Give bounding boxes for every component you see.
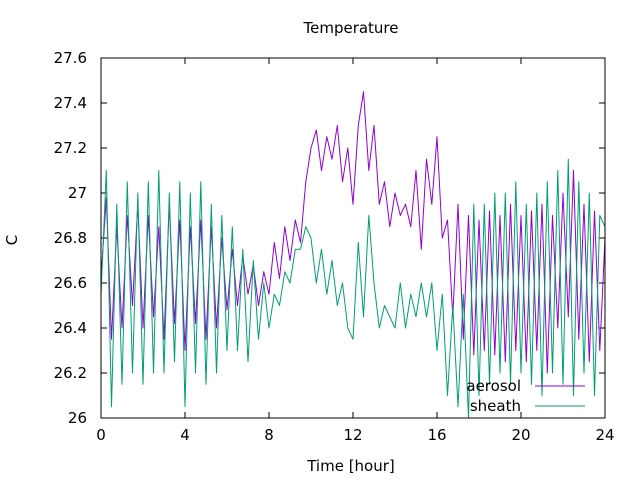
axis-ticks: 0 4 8 12 16 20 24 26 26.2 26.4 26.6 26.8 27 27.2 27.4 2…	[54, 49, 615, 444]
legend-label-sheath: sheath	[470, 397, 521, 415]
legend-label-aerosol: aerosol	[466, 377, 521, 395]
x-tick-label: 8	[264, 426, 274, 444]
y-axis-label: C	[3, 235, 21, 245]
y-tick-label: 26	[68, 409, 87, 427]
x-tick-label: 12	[343, 426, 362, 444]
series-line-aerosol	[100, 91, 606, 374]
y-tick-label: 26.8	[54, 229, 87, 247]
x-tick-label: 16	[427, 426, 446, 444]
y-tick-label: 27.2	[54, 139, 87, 157]
chart-title: Temperature	[302, 19, 398, 37]
legend: aerosol sheath	[466, 377, 585, 415]
y-tick-label: 27.4	[54, 94, 87, 112]
x-axis-label: Time [hour]	[306, 457, 395, 475]
x-tick-label: 20	[511, 426, 530, 444]
y-tick-label: 26.2	[54, 364, 87, 382]
x-tick-label: 4	[180, 426, 190, 444]
y-tick-label: 26.4	[54, 319, 87, 337]
series-layer	[100, 91, 606, 419]
series-line-sheath	[100, 158, 606, 419]
y-tick-label: 26.6	[54, 274, 87, 292]
y-tick-label: 27	[68, 184, 87, 202]
x-tick-label: 0	[96, 426, 106, 444]
x-tick-label: 24	[595, 426, 614, 444]
y-tick-label: 27.6	[54, 49, 87, 67]
plot-frame	[100, 57, 606, 419]
